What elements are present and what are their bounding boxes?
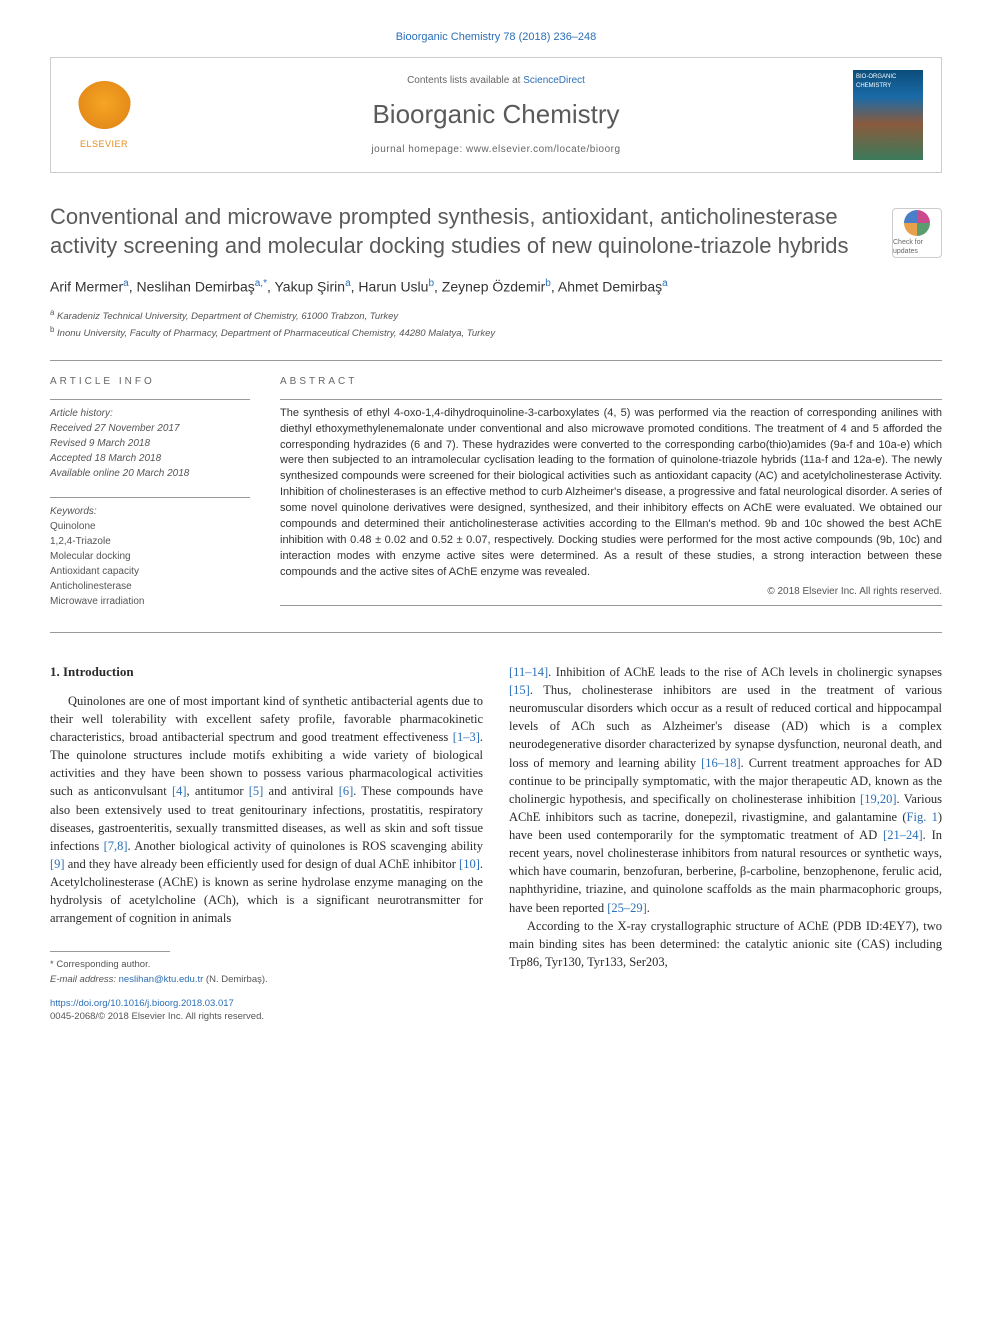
journal-homepage: journal homepage: www.elsevier.com/locat… (139, 143, 853, 157)
keyword-item: Anticholinesterase (50, 579, 250, 594)
crossmark-icon (904, 210, 930, 236)
intro-paragraph-2: According to the X-ray crystallographic … (509, 917, 942, 971)
corresponding-label: * Corresponding author. (50, 958, 483, 972)
email-label: E-mail address: (50, 974, 119, 985)
article-info-column: ARTICLE INFO Article history: Received 2… (50, 375, 250, 612)
affiliation-a: Karadeniz Technical University, Departme… (57, 311, 398, 322)
elsevier-label: ELSEVIER (80, 138, 128, 151)
received-date: Received 27 November 2017 (50, 421, 250, 436)
keyword-item: Molecular docking (50, 549, 250, 564)
keyword-item: Antioxidant capacity (50, 564, 250, 579)
section-heading-intro: 1. Introduction (50, 663, 483, 682)
corresponding-email-link[interactable]: neslihan@ktu.edu.tr (119, 974, 204, 985)
keywords-label: Keywords: (50, 504, 250, 519)
article-info-heading: ARTICLE INFO (50, 375, 250, 389)
intro-paragraph-1-cont: [11–14]. Inhibition of AChE leads to the… (509, 663, 942, 917)
contents-prefix: Contents lists available at (407, 75, 523, 86)
homepage-url[interactable]: www.elsevier.com/locate/bioorg (466, 144, 621, 155)
authors-list: Arif Mermera, Neslihan Demirbaşa,*, Yaku… (50, 277, 942, 297)
footnote-divider (50, 951, 170, 952)
doi-link[interactable]: https://doi.org/10.1016/j.bioorg.2018.03… (50, 998, 234, 1009)
abstract-heading: ABSTRACT (280, 375, 942, 389)
journal-name: Bioorganic Chemistry (139, 96, 853, 132)
doi-block: https://doi.org/10.1016/j.bioorg.2018.03… (50, 997, 483, 1024)
abstract-text: The synthesis of ethyl 4-oxo-1,4-dihydro… (280, 406, 942, 581)
journal-header: ELSEVIER Contents lists available at Sci… (50, 57, 942, 173)
affiliations: a Karadeniz Technical University, Depart… (50, 307, 942, 342)
journal-cover-thumbnail: BIO-ORGANIC CHEMISTRY (853, 70, 923, 160)
body-column-left: 1. Introduction Quinolones are one of mo… (50, 663, 483, 1024)
history-label: Article history: (50, 406, 250, 421)
body-column-right: [11–14]. Inhibition of AChE leads to the… (509, 663, 942, 1024)
keyword-item: Microwave irradiation (50, 594, 250, 609)
abstract-copyright: © 2018 Elsevier Inc. All rights reserved… (280, 585, 942, 599)
abstract-column: ABSTRACT The synthesis of ethyl 4-oxo-1,… (280, 375, 942, 612)
sciencedirect-link[interactable]: ScienceDirect (523, 75, 585, 86)
title-text: Conventional and microwave prompted synt… (50, 204, 849, 258)
issn-copyright: 0045-2068/© 2018 Elsevier Inc. All right… (50, 1010, 483, 1023)
accepted-date: Accepted 18 March 2018 (50, 451, 250, 466)
journal-reference: Bioorganic Chemistry 78 (2018) 236–248 (50, 30, 942, 45)
online-date: Available online 20 March 2018 (50, 466, 250, 481)
keyword-item: 1,2,4-Triazole (50, 534, 250, 549)
email-name: (N. Demirbaş). (203, 974, 267, 985)
corresponding-author-footnote: * Corresponding author. E-mail address: … (50, 958, 483, 987)
contents-available: Contents lists available at ScienceDirec… (139, 74, 853, 88)
keywords-block: Keywords: Quinolone1,2,4-TriazoleMolecul… (50, 504, 250, 609)
divider (50, 360, 942, 361)
article-title: Conventional and microwave prompted synt… (50, 203, 942, 260)
homepage-prefix: journal homepage: (371, 144, 466, 155)
elsevier-tree-icon (77, 81, 132, 136)
check-updates-badge[interactable]: Check for updates (892, 208, 942, 258)
affiliation-b: Inonu University, Faculty of Pharmacy, D… (57, 328, 495, 339)
check-updates-label: Check for updates (893, 238, 941, 256)
revised-date: Revised 9 March 2018 (50, 436, 250, 451)
intro-paragraph-1: Quinolones are one of most important kin… (50, 692, 483, 928)
divider (50, 632, 942, 633)
body-text: 1. Introduction Quinolones are one of mo… (50, 663, 942, 1024)
article-history: Article history: Received 27 November 20… (50, 406, 250, 481)
keyword-item: Quinolone (50, 519, 250, 534)
elsevier-logo: ELSEVIER (69, 75, 139, 155)
